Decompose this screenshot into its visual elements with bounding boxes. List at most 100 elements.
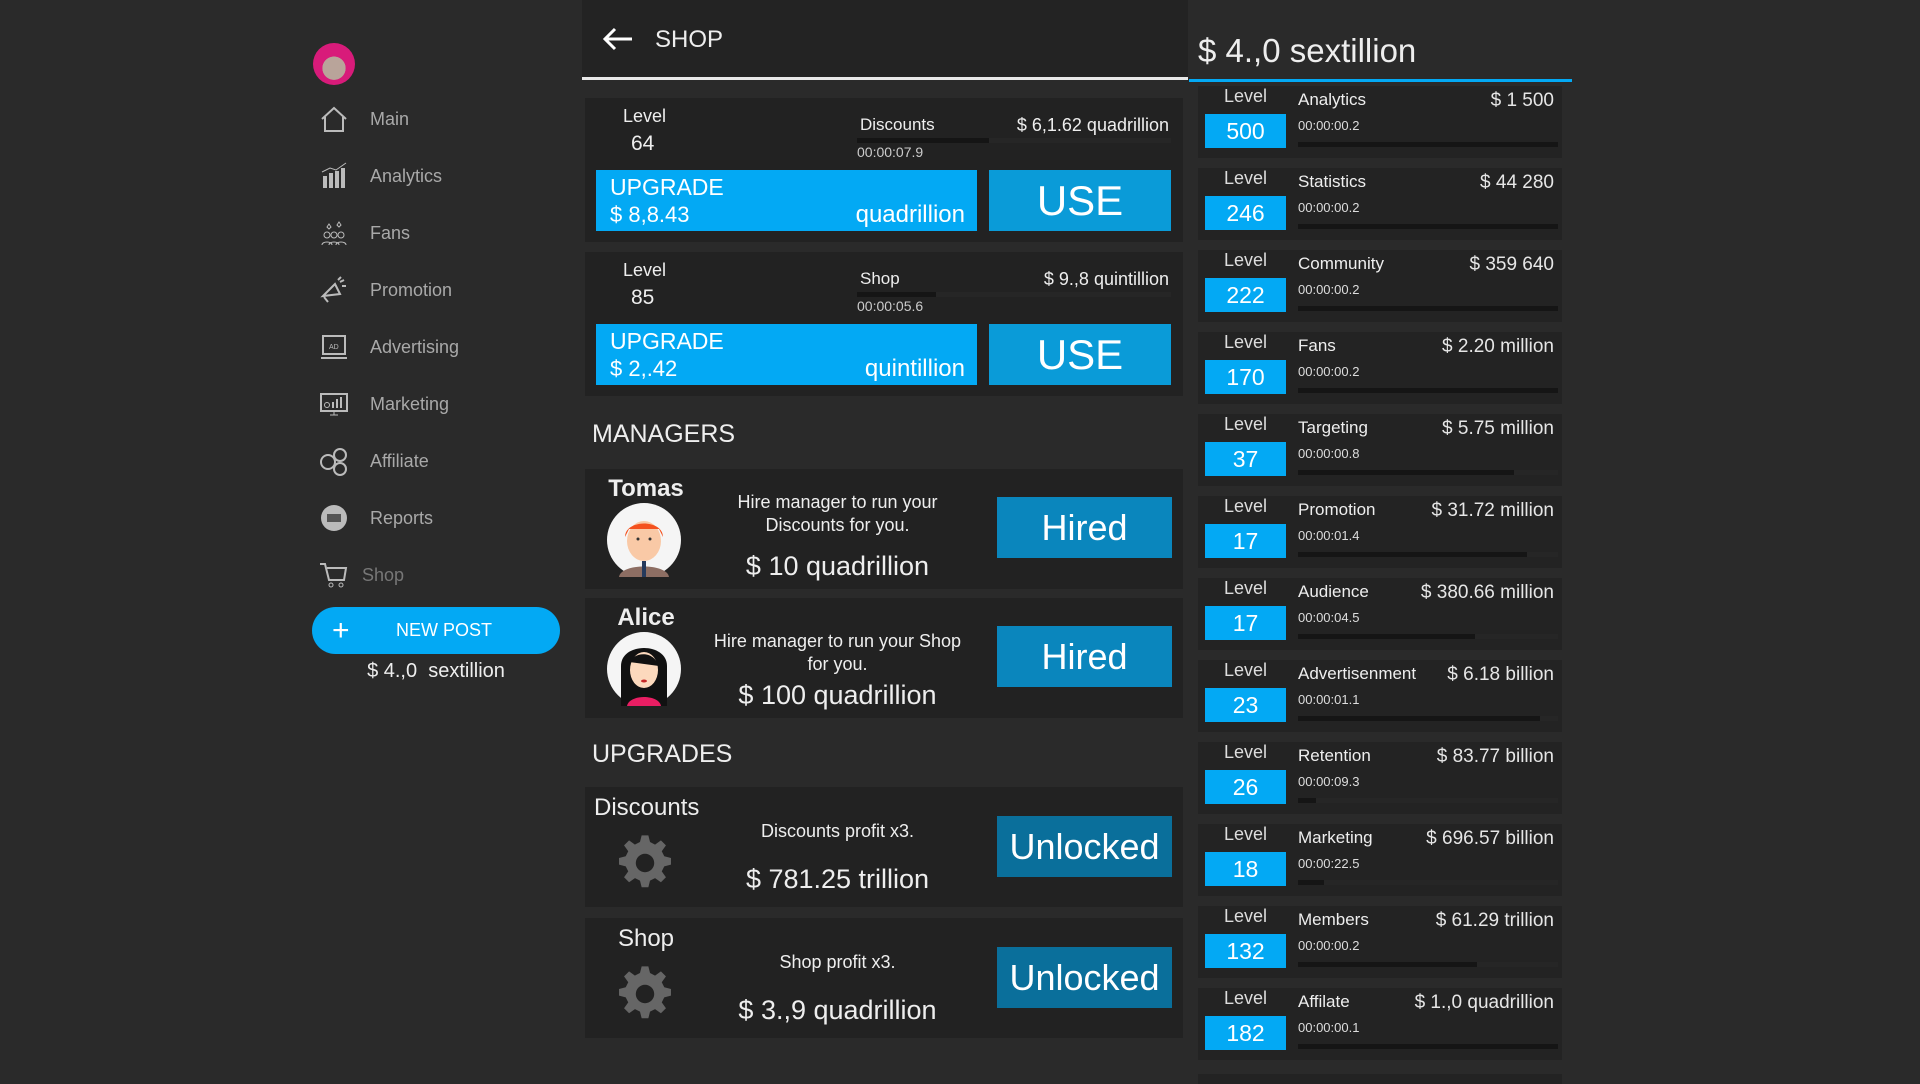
business-row[interactable]: Level 132 Members $ 61.29 trillion 00:00… xyxy=(1198,906,1562,978)
level-badge: 26 xyxy=(1205,770,1286,804)
business-timer: 00:00:00.2 xyxy=(1298,364,1360,379)
business-timer: 00:00:04.5 xyxy=(1298,610,1360,625)
back-arrow-icon[interactable] xyxy=(602,26,634,52)
sidebar-item-analytics[interactable]: Analytics xyxy=(318,154,558,198)
use-button[interactable]: USE xyxy=(989,170,1171,231)
upgrade-description: Shop profit x3. xyxy=(779,952,896,972)
business-price: $ 31.72 million xyxy=(1431,500,1554,521)
business-timer: 00:00:00.8 xyxy=(1298,446,1360,461)
level-label: Level xyxy=(1223,496,1268,516)
sidebar-item-reports[interactable]: Reports xyxy=(318,496,558,540)
level-label: Level xyxy=(1223,988,1268,1008)
level-label: Level xyxy=(1223,86,1268,106)
manager-avatar xyxy=(607,503,681,577)
hired-button[interactable]: Hired xyxy=(997,626,1172,687)
business-row[interactable]: Level 37 Targeting $ 5.75 million 00:00:… xyxy=(1198,414,1562,486)
business-progress xyxy=(1298,224,1558,229)
business-price: $ 1.,0 quadrillion xyxy=(1414,992,1554,1013)
business-row[interactable]: Level 246 Statistics $ 44 280 00:00:00.2 xyxy=(1198,168,1562,240)
sidebar-item-label: Analytics xyxy=(370,165,443,186)
level-badge: 18 xyxy=(1205,852,1286,886)
level-label: Level xyxy=(1223,250,1268,270)
business-progress xyxy=(1298,798,1558,803)
sidebar-item-promotion[interactable]: Promotion xyxy=(318,268,558,312)
business-timer: 00:00:22.5 xyxy=(1298,856,1360,871)
level-badge: 246 xyxy=(1205,196,1286,230)
business-row[interactable]: Level 170 Fans $ 2.20 million 00:00:00.2 xyxy=(1198,332,1562,404)
level-badge: 222 xyxy=(1205,278,1286,312)
upgrades-heading: UPGRADES xyxy=(592,740,733,768)
business-timer: 00:00:07.9 xyxy=(857,144,924,160)
business-progress xyxy=(1298,634,1558,639)
upgrade-cost: $ 2,.42 xyxy=(610,356,678,381)
business-row[interactable]: Level 182 Affilate $ 1.,0 quadrillion 00… xyxy=(1198,988,1562,1060)
upgrade-button[interactable]: UPGRADE $ 8,8.43 quadrillion xyxy=(596,170,977,231)
hired-button[interactable]: Hired xyxy=(997,497,1172,558)
business-row[interactable]: Level 17 Audience $ 380.66 million 00:00… xyxy=(1198,578,1562,650)
sidebar-item-fans[interactable]: Fans xyxy=(318,211,558,255)
business-name: Members xyxy=(1298,910,1369,929)
sidebar-item-label: Affiliate xyxy=(370,450,429,471)
business-price: $ 5.75 million xyxy=(1442,418,1554,439)
ad-screen-icon: AD xyxy=(321,335,347,359)
business-timer: 00:00:05.6 xyxy=(857,298,924,314)
avatar[interactable] xyxy=(313,43,355,85)
level-badge: 170 xyxy=(1205,360,1286,394)
business-price: $ 380.66 million xyxy=(1420,582,1554,603)
upgrade-label: UPGRADE xyxy=(610,328,724,354)
level-badge: 37 xyxy=(1205,442,1286,476)
upgrade-card: Shop Shop profit x3. $ 3.,9 quadrillion … xyxy=(585,918,1183,1038)
sidebar-item-main[interactable]: Main xyxy=(318,97,558,141)
right-money: $ 4.,0 sextillion xyxy=(1198,32,1417,69)
sidebar-item-label: Promotion xyxy=(370,279,453,300)
business-timer: 00:00:09.3 xyxy=(1298,774,1360,789)
fans-icon xyxy=(321,221,347,246)
upgrade-button[interactable]: UPGRADE $ 2,.42 quintillion xyxy=(596,324,977,385)
business-name: Audience xyxy=(1298,582,1369,601)
business-name: Promotion xyxy=(1298,500,1376,519)
business-row[interactable]: Level 500 Analytics $ 1 500 00:00:00.2 xyxy=(1198,86,1562,158)
business-progress xyxy=(1298,962,1558,967)
manager-name: Tomas xyxy=(608,475,684,502)
level-value: 85 xyxy=(631,286,655,309)
level-badge: 500 xyxy=(1205,114,1286,148)
level-label: Level xyxy=(623,260,667,280)
bar-chart-icon xyxy=(321,162,347,188)
business-row[interactable]: Level 18 Marketing $ 696.57 billion 00:0… xyxy=(1198,824,1562,896)
level-label: Level xyxy=(623,106,667,126)
upgrade-unit: quintillion xyxy=(864,355,965,382)
sidebar-item-shop[interactable]: Shop xyxy=(318,553,558,597)
business-price: $ 83.77 billion xyxy=(1436,746,1554,767)
shop-header: SHOP xyxy=(582,0,1188,80)
svg-text:AD: AD xyxy=(329,344,339,351)
unlocked-button[interactable]: Unlocked xyxy=(997,947,1172,1008)
manager-card: Alice Hire manager to run your Shop for … xyxy=(585,598,1183,718)
upgrade-price: $ 781.25 trillion xyxy=(745,864,930,894)
business-progress xyxy=(1298,388,1558,393)
business-card: Level 85 Shop $ 9.,8 quintillion 00:00:0… xyxy=(585,252,1183,396)
sidebar-item-marketing[interactable]: Marketing xyxy=(318,382,558,426)
business-row[interactable]: Level 222 Community $ 359 640 00:00:00.2 xyxy=(1198,250,1562,322)
business-row[interactable]: Level 23 Advertisenment $ 6.18 billion 0… xyxy=(1198,660,1562,732)
business-timer: 00:00:01.4 xyxy=(1298,528,1360,543)
manager-price: $ 10 quadrillion xyxy=(745,551,930,581)
business-price: $ 1 500 xyxy=(1490,90,1554,111)
unlocked-button[interactable]: Unlocked xyxy=(997,816,1172,877)
business-timer: 00:00:00.2 xyxy=(1298,282,1360,297)
level-label: Level xyxy=(1223,742,1268,762)
business-row[interactable]: Level 26 Retention $ 83.77 billion 00:00… xyxy=(1198,742,1562,814)
business-profit: $ 6,1.62 quadrillion xyxy=(1016,115,1169,135)
manager-description: Hire manager to run your Discounts for y… xyxy=(737,492,938,535)
sidebar-item-advertising[interactable]: AD Advertising xyxy=(318,325,558,369)
cart-icon xyxy=(320,563,348,588)
use-button[interactable]: USE xyxy=(989,324,1171,385)
partial-row xyxy=(1198,1074,1562,1084)
sidebar-item-affiliate[interactable]: Affiliate xyxy=(318,439,558,483)
business-profit: $ 9.,8 quintillion xyxy=(1043,269,1169,289)
business-row[interactable]: Level 17 Promotion $ 31.72 million 00:00… xyxy=(1198,496,1562,568)
business-timer: 00:00:00.2 xyxy=(1298,118,1360,133)
page-title: SHOP xyxy=(655,26,724,53)
business-name: Fans xyxy=(1298,336,1336,355)
new-post-button[interactable]: + NEW POST xyxy=(312,607,560,654)
business-price: $ 696.57 billion xyxy=(1426,828,1554,849)
